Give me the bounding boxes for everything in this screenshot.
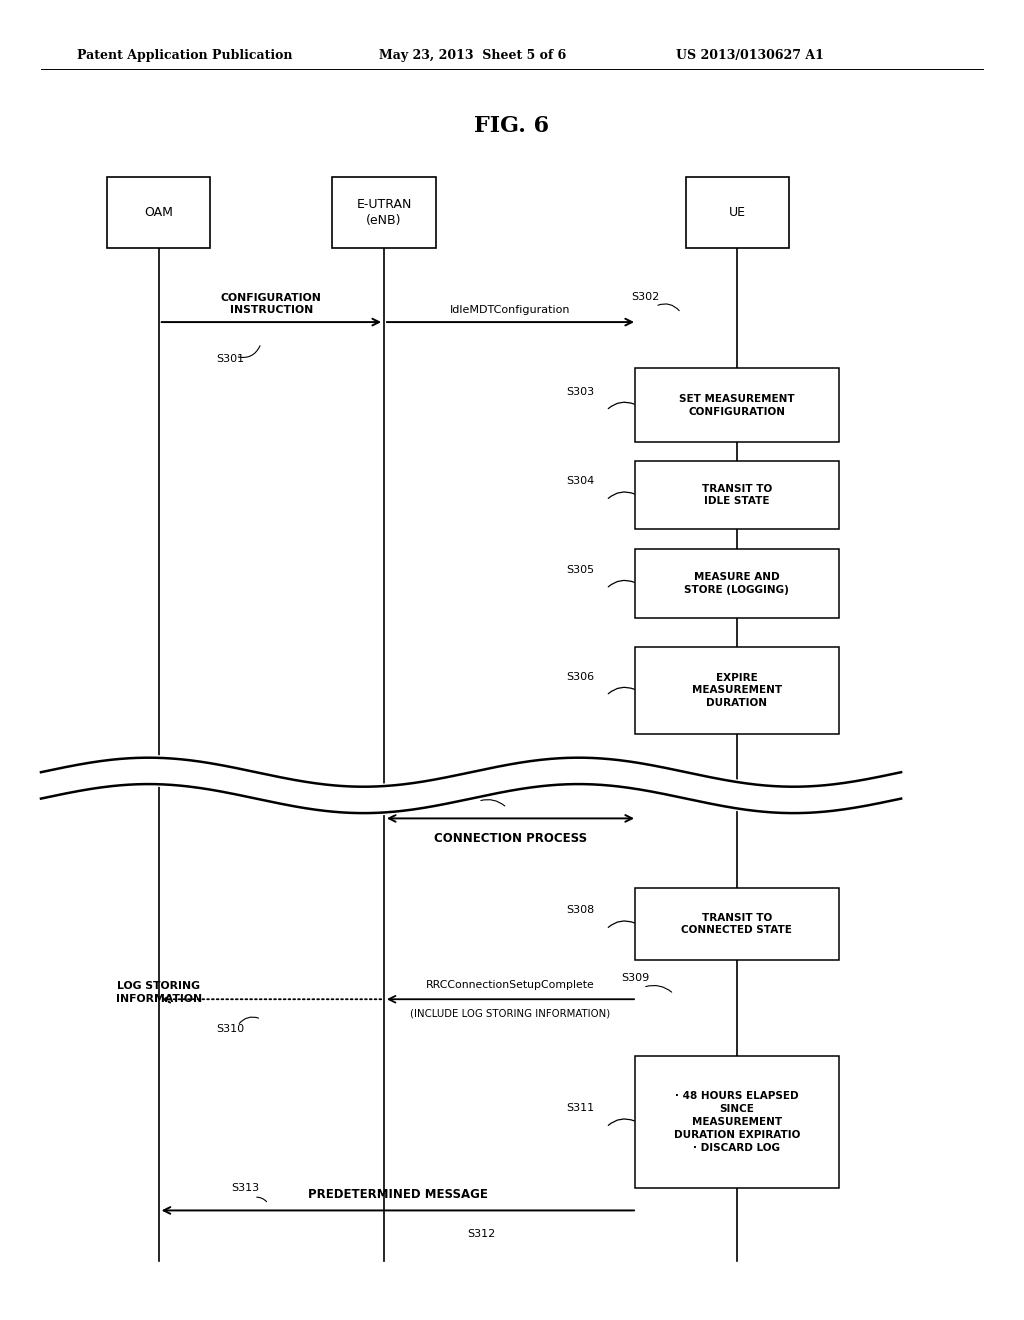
Text: (INCLUDE LOG STORING INFORMATION): (INCLUDE LOG STORING INFORMATION) <box>411 1008 610 1019</box>
Text: S302: S302 <box>631 292 659 302</box>
Text: S310: S310 <box>216 1024 245 1035</box>
FancyBboxPatch shape <box>635 647 839 734</box>
Text: S306: S306 <box>566 672 595 682</box>
Text: S303: S303 <box>566 387 595 397</box>
Text: S305: S305 <box>566 565 595 576</box>
Text: CONNECTION PROCESS: CONNECTION PROCESS <box>434 832 587 845</box>
FancyBboxPatch shape <box>686 177 788 248</box>
Text: PREDETERMINED MESSAGE: PREDETERMINED MESSAGE <box>308 1188 487 1201</box>
Text: S311: S311 <box>566 1104 595 1114</box>
FancyBboxPatch shape <box>635 461 839 529</box>
Text: CONFIGURATION
INSTRUCTION: CONFIGURATION INSTRUCTION <box>221 293 322 315</box>
Text: May 23, 2013  Sheet 5 of 6: May 23, 2013 Sheet 5 of 6 <box>379 49 566 62</box>
Text: S301: S301 <box>216 354 245 364</box>
FancyBboxPatch shape <box>332 177 436 248</box>
Text: SET MEASUREMENT
CONFIGURATION: SET MEASUREMENT CONFIGURATION <box>679 393 795 417</box>
Text: Patent Application Publication: Patent Application Publication <box>77 49 292 62</box>
FancyBboxPatch shape <box>635 549 839 618</box>
Text: S313: S313 <box>231 1183 260 1193</box>
Text: RRCConnectionSetupComplete: RRCConnectionSetupComplete <box>426 979 595 990</box>
Text: OAM: OAM <box>144 206 173 219</box>
FancyBboxPatch shape <box>106 177 211 248</box>
Text: MEASURE AND
STORE (LOGGING): MEASURE AND STORE (LOGGING) <box>684 572 790 595</box>
Polygon shape <box>41 755 901 816</box>
Text: E-UTRAN
(eNB): E-UTRAN (eNB) <box>356 198 412 227</box>
Text: · 48 HOURS ELAPSED
SINCE
MEASUREMENT
DURATION EXPIRATIO
· DISCARD LOG: · 48 HOURS ELAPSED SINCE MEASUREMENT DUR… <box>674 1092 800 1152</box>
Text: TRANSIT TO
CONNECTED STATE: TRANSIT TO CONNECTED STATE <box>681 912 793 936</box>
Text: S304: S304 <box>566 477 595 487</box>
Text: S309: S309 <box>621 973 649 983</box>
FancyBboxPatch shape <box>635 888 839 960</box>
FancyBboxPatch shape <box>635 368 839 442</box>
Text: S308: S308 <box>566 906 595 916</box>
Text: US 2013/0130627 A1: US 2013/0130627 A1 <box>676 49 823 62</box>
Text: IdleMDTConfiguration: IdleMDTConfiguration <box>451 305 570 315</box>
Text: TRANSIT TO
IDLE STATE: TRANSIT TO IDLE STATE <box>701 483 772 507</box>
Text: EXPIRE
MEASUREMENT
DURATION: EXPIRE MEASUREMENT DURATION <box>691 673 782 708</box>
Text: FIG. 6: FIG. 6 <box>474 115 550 137</box>
Text: S307: S307 <box>457 788 485 799</box>
Text: UE: UE <box>729 206 745 219</box>
Text: S312: S312 <box>467 1229 496 1239</box>
Text: LOG STORING
INFORMATION: LOG STORING INFORMATION <box>116 982 202 1003</box>
FancyBboxPatch shape <box>635 1056 839 1188</box>
